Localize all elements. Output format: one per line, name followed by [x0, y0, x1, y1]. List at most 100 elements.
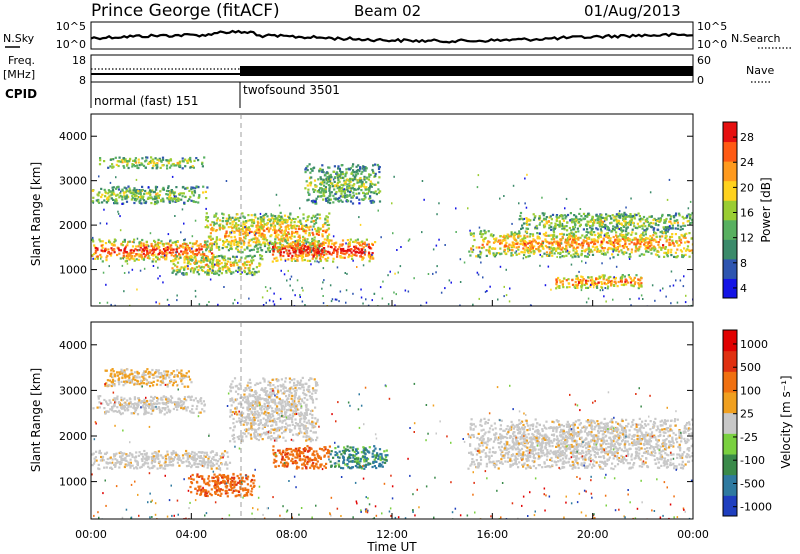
velocity-echo-cell — [128, 462, 131, 465]
power-echo-cell — [560, 232, 564, 235]
power-echo-cell — [565, 244, 568, 247]
power-echo-cell — [492, 252, 495, 255]
power-noise-cell — [202, 251, 204, 254]
power-echo-cell — [551, 234, 554, 237]
power-echo-cell — [339, 199, 342, 202]
velocity-echo-cell — [101, 455, 105, 458]
power-echo-cell — [313, 245, 317, 249]
power-noise-cell — [367, 304, 370, 306]
power-echo-cell — [279, 249, 282, 252]
power-echo-cell — [342, 188, 345, 191]
power-echo-cell — [274, 245, 277, 248]
power-echo-cell — [681, 255, 685, 259]
power-echo-cell — [312, 214, 315, 217]
power-echo-cell — [294, 251, 297, 254]
power-echo-cell — [565, 247, 568, 250]
power-echo-cell — [297, 225, 300, 228]
power-echo-cell — [184, 187, 187, 190]
power-echo-cell — [624, 222, 627, 225]
power-echo-cell — [205, 257, 208, 260]
power-echo-cell — [154, 186, 158, 189]
power-noise-cell — [299, 294, 301, 296]
power-echo-cell — [352, 191, 355, 194]
power-echo-cell — [202, 191, 205, 194]
power-echo-cell — [253, 233, 256, 237]
power-echo-cell — [256, 237, 259, 240]
power-echo-cell — [127, 166, 130, 170]
power-noise-cell — [503, 285, 505, 288]
power-echo-cell — [588, 225, 592, 228]
power-echo-cell — [321, 164, 324, 167]
power-echo-cell — [275, 234, 278, 237]
power-echo-cell — [681, 215, 684, 218]
power-echo-cell — [290, 234, 294, 237]
power-echo-cell — [643, 238, 646, 241]
power-echo-cell — [590, 281, 594, 284]
power-noise-cell — [508, 300, 511, 303]
power-echo-cell — [151, 252, 154, 255]
power-echo-cell — [186, 199, 190, 202]
power-echo-cell — [559, 252, 562, 256]
power-echo-cell — [288, 243, 291, 246]
velocity-echo-cell — [190, 464, 193, 467]
power-echo-cell — [686, 220, 689, 223]
velocity-echo-cell — [198, 456, 201, 459]
power-echo-cell — [149, 196, 152, 200]
power-echo-cell — [641, 218, 644, 221]
power-echo-cell — [322, 225, 325, 228]
power-echo-cell — [656, 250, 659, 253]
velocity-echo-cell — [130, 453, 133, 456]
power-echo-cell — [689, 217, 692, 220]
power-echo-cell — [168, 196, 171, 199]
power-echo-cell — [580, 275, 583, 278]
power-echo-cell — [321, 250, 324, 253]
power-echo-cell — [565, 250, 568, 253]
power-echo-cell — [357, 164, 360, 167]
power-echo-cell — [561, 246, 564, 249]
power-echo-cell — [170, 260, 173, 263]
power-echo-cell — [493, 237, 496, 241]
velocity-echo-cell — [118, 411, 122, 414]
power-noise-cell — [98, 175, 100, 178]
power-echo-cell — [317, 240, 320, 243]
power-echo-cell — [232, 271, 235, 274]
power-echo-cell — [212, 224, 216, 227]
power-echo-cell — [538, 217, 541, 220]
power-echo-cell — [480, 230, 483, 233]
power-echo-cell — [628, 239, 631, 242]
velocity-echo-cell — [164, 467, 167, 470]
power-noise-cell — [157, 277, 159, 280]
power-echo-cell — [289, 213, 292, 216]
power-echo-cell — [612, 256, 615, 259]
velocity-echo-cell — [176, 453, 179, 457]
power-echo-cell — [539, 245, 542, 248]
power-echo-cell — [674, 219, 677, 223]
power-echo-cell — [341, 176, 344, 179]
power-echo-cell — [258, 262, 261, 265]
power-echo-cell — [356, 238, 359, 241]
power-echo-cell — [311, 237, 314, 240]
power-echo-cell — [96, 248, 99, 251]
velocity-echo-cell — [141, 463, 144, 467]
power-echo-cell — [494, 253, 497, 257]
power-echo-cell — [185, 256, 188, 259]
power-echo-cell — [598, 218, 601, 221]
power-echo-cell — [133, 255, 136, 258]
power-echo-cell — [596, 284, 599, 287]
velocity-echo-cell — [188, 454, 191, 458]
power-noise-cell — [273, 292, 275, 295]
nsearch-tick-top: 10^5 — [697, 20, 727, 33]
power-echo-cell — [593, 281, 596, 285]
power-echo-cell — [274, 238, 277, 241]
power-echo-cell — [669, 251, 673, 254]
power-noise-cell — [613, 276, 615, 279]
power-echo-cell — [312, 247, 315, 250]
power-echo-cell — [356, 241, 359, 244]
power-noise-cell — [339, 290, 342, 293]
power-noise-cell — [427, 273, 430, 275]
power-echo-cell — [682, 236, 685, 239]
power-noise-cell — [148, 245, 150, 248]
power-echo-cell — [622, 236, 625, 239]
power-echo-cell — [643, 243, 646, 246]
power-noise-cell — [299, 207, 301, 210]
